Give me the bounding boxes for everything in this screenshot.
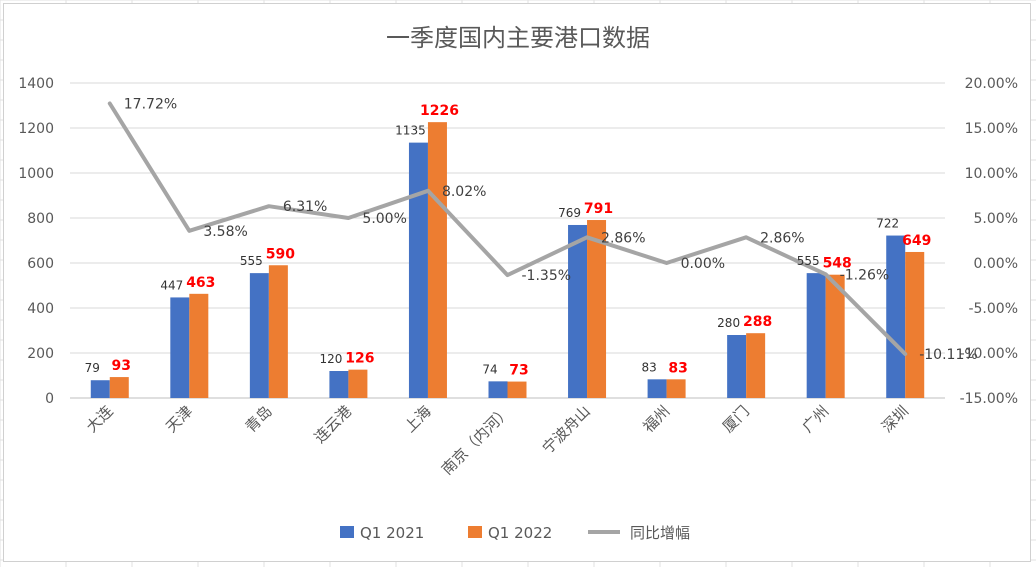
- category-label: 南京（内河）: [438, 402, 514, 478]
- legend-label: Q1 2021: [360, 524, 424, 542]
- bar-q1-2021: [488, 381, 508, 398]
- legend-swatch: [468, 526, 482, 538]
- category-label: 宁波舟山: [539, 402, 594, 457]
- bars-layer: [90, 122, 925, 399]
- growth-line: [107, 101, 908, 356]
- right-tick-label: 10.00%: [965, 166, 1018, 182]
- right-tick-label: 0.00%: [974, 256, 1018, 272]
- label-q1-2021: 555: [797, 254, 820, 268]
- bar-q1-2022: [825, 274, 845, 398]
- left-tick-label: 800: [27, 211, 54, 227]
- category-label: 上海: [401, 402, 435, 436]
- label-q1-2021: 280: [717, 316, 740, 330]
- left-tick-label: 400: [27, 301, 54, 317]
- label-growth: -1.35%: [522, 268, 572, 284]
- bar-q1-2022: [905, 251, 925, 398]
- bar-q1-2021: [886, 235, 906, 398]
- bar-q1-2021: [249, 273, 269, 398]
- label-q1-2021: 74: [482, 362, 497, 376]
- bar-q1-2021: [647, 379, 667, 398]
- chart-title: 一季度国内主要港口数据: [386, 24, 650, 52]
- bar-q1-2022: [746, 333, 766, 398]
- right-tick-label: -15.00%: [960, 391, 1018, 407]
- label-q1-2021: 79: [85, 361, 100, 375]
- category-label: 厦门: [719, 402, 753, 436]
- right-axis: -15.00% -10.00% -5.00% 0.00% 5.00% 10.00% 15.0…: [960, 76, 1018, 407]
- category-label: 福州: [639, 402, 673, 436]
- category-label: 大连: [83, 402, 117, 436]
- category-label: 青岛: [242, 402, 276, 436]
- label-q1-2022: 288: [743, 314, 772, 330]
- label-q1-2021: 447: [160, 278, 183, 292]
- left-axis: 0 200 400 600 800 1000 1200 1400: [18, 76, 54, 407]
- label-q1-2021: 1135: [395, 124, 426, 138]
- label-q1-2022: 83: [668, 360, 687, 376]
- label-q1-2021: 769: [558, 206, 581, 220]
- category-label: 深圳: [878, 402, 912, 436]
- label-q1-2021: 83: [641, 360, 656, 374]
- label-growth: 2.86%: [760, 230, 804, 246]
- left-tick-label: 200: [27, 346, 54, 362]
- left-tick-label: 1400: [18, 76, 54, 92]
- bar-q1-2022: [348, 369, 368, 398]
- label-q1-2021: 555: [240, 254, 263, 268]
- label-q1-2022: 791: [584, 201, 613, 217]
- bar-q1-2022: [507, 381, 527, 398]
- label-growth: 3.58%: [203, 224, 247, 240]
- category-label: 天津: [162, 402, 196, 436]
- right-tick-label: -10.00%: [960, 346, 1018, 362]
- label-q1-2022: 548: [823, 256, 852, 272]
- category-axis: 大连 天津 青岛 连云港 上海 南京（内河） 宁波舟山 福州 厦门 广州 深圳: [83, 402, 912, 478]
- legend-label: Q1 2022: [488, 524, 552, 542]
- bar-q1-2022: [587, 220, 607, 398]
- label-growth: -10.11%: [919, 347, 977, 363]
- legend-label: 同比增幅: [630, 524, 690, 542]
- left-tick-label: 1200: [18, 121, 54, 137]
- label-q1-2021: 722: [876, 217, 899, 231]
- bar-q1-2021: [408, 142, 428, 398]
- bar-q1-2022: [189, 293, 209, 398]
- bar-q1-2021: [329, 371, 349, 398]
- label-q1-2022: 73: [509, 363, 528, 379]
- label-growth: 17.72%: [124, 97, 177, 113]
- chart-frame[interactable]: [3, 3, 1031, 562]
- label-growth: 8.02%: [442, 184, 486, 200]
- right-tick-label: -5.00%: [968, 301, 1018, 317]
- left-tick-label: 600: [27, 256, 54, 272]
- label-growth: 2.86%: [601, 230, 645, 246]
- growth-line-layer: [107, 101, 908, 356]
- label-growth: 6.31%: [283, 199, 327, 215]
- bar-q1-2022: [109, 377, 129, 398]
- label-growth: 5.00%: [362, 211, 406, 227]
- bar-q1-2022: [268, 265, 288, 398]
- bar-q1-2022: [427, 122, 447, 399]
- label-growth: 0.00%: [681, 256, 725, 272]
- label-q1-2022: 1226: [420, 103, 459, 119]
- category-label: 广州: [799, 402, 833, 436]
- right-tick-label: 15.00%: [965, 121, 1018, 137]
- category-label: 连云港: [311, 402, 356, 447]
- gridlines: [70, 82, 945, 399]
- bar-q1-2021: [806, 273, 826, 398]
- right-tick-label: 20.00%: [965, 76, 1018, 92]
- right-tick-label: 5.00%: [974, 211, 1018, 227]
- label-q1-2022: 649: [902, 233, 931, 249]
- bar-q1-2021: [727, 335, 747, 398]
- label-q1-2021: 120: [319, 352, 342, 366]
- label-q1-2022: 126: [345, 351, 374, 367]
- label-q1-2022: 463: [186, 275, 215, 291]
- left-tick-label: 1000: [18, 166, 54, 182]
- label-q1-2022: 590: [266, 246, 295, 262]
- label-q1-2022: 93: [112, 358, 131, 374]
- bar-q1-2021: [90, 380, 110, 398]
- left-tick-label: 0: [45, 391, 54, 407]
- label-growth: -1.26%: [840, 267, 890, 283]
- legend: Q1 2021 Q1 2022 同比增幅: [340, 524, 690, 542]
- bar-q1-2022: [666, 379, 686, 398]
- legend-swatch: [340, 526, 354, 538]
- bar-q1-2021: [568, 224, 588, 398]
- bar-q1-2021: [170, 297, 190, 398]
